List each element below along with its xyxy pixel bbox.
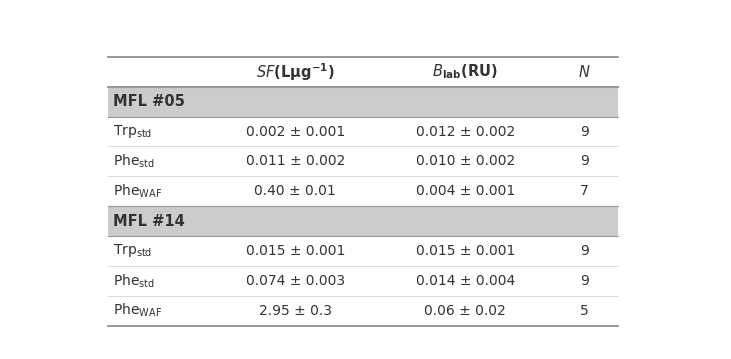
Text: $\mathrm{Trp}_{\mathrm{std}}$: $\mathrm{Trp}_{\mathrm{std}}$	[113, 123, 152, 140]
Text: 9: 9	[580, 244, 588, 258]
Text: $\mathbf{\mathit{N}}$: $\mathbf{\mathit{N}}$	[578, 64, 591, 80]
Text: 0.015 ± 0.001: 0.015 ± 0.001	[416, 244, 515, 258]
Text: $\mathrm{Phe}_{\mathrm{WAF}}$: $\mathrm{Phe}_{\mathrm{WAF}}$	[113, 182, 162, 200]
Text: 0.012 ± 0.002: 0.012 ± 0.002	[416, 125, 515, 139]
Text: 0.002 ± 0.001: 0.002 ± 0.001	[246, 125, 345, 139]
Text: $\mathrm{Phe}_{\mathrm{std}}$: $\mathrm{Phe}_{\mathrm{std}}$	[113, 272, 155, 289]
Text: MFL #14: MFL #14	[113, 214, 185, 229]
Text: 7: 7	[580, 184, 588, 198]
Text: 0.011 ± 0.002: 0.011 ± 0.002	[246, 154, 345, 168]
Text: $\mathbf{\mathit{SF}}$$\mathbf{(L\mu g^{-1})}$: $\mathbf{\mathit{SF}}$$\mathbf{(L\mu g^{…	[256, 61, 335, 83]
Text: $\mathrm{Phe}_{\mathrm{WAF}}$: $\mathrm{Phe}_{\mathrm{WAF}}$	[113, 302, 162, 320]
Text: 0.010 ± 0.002: 0.010 ± 0.002	[416, 154, 515, 168]
Text: 5: 5	[580, 304, 588, 318]
Text: MFL #05: MFL #05	[113, 94, 185, 109]
Text: $\mathrm{Phe}_{\mathrm{std}}$: $\mathrm{Phe}_{\mathrm{std}}$	[113, 153, 155, 170]
Text: 0.014 ± 0.004: 0.014 ± 0.004	[416, 274, 515, 288]
Text: 0.074 ± 0.003: 0.074 ± 0.003	[246, 274, 345, 288]
Text: 2.95 ± 0.3: 2.95 ± 0.3	[259, 304, 332, 318]
Text: $\mathbf{\mathit{B}}_\mathbf{lab}\mathbf{(RU)}$: $\mathbf{\mathit{B}}_\mathbf{lab}\mathbf…	[433, 62, 498, 81]
Text: 9: 9	[580, 125, 588, 139]
Text: 0.004 ± 0.001: 0.004 ± 0.001	[416, 184, 515, 198]
Text: 9: 9	[580, 154, 588, 168]
Text: 0.015 ± 0.001: 0.015 ± 0.001	[246, 244, 345, 258]
Text: $\mathrm{Trp}_{\mathrm{std}}$: $\mathrm{Trp}_{\mathrm{std}}$	[113, 242, 152, 260]
Text: 0.40 ± 0.01: 0.40 ± 0.01	[254, 184, 336, 198]
Text: 0.06 ± 0.02: 0.06 ± 0.02	[425, 304, 506, 318]
Text: 9: 9	[580, 274, 588, 288]
